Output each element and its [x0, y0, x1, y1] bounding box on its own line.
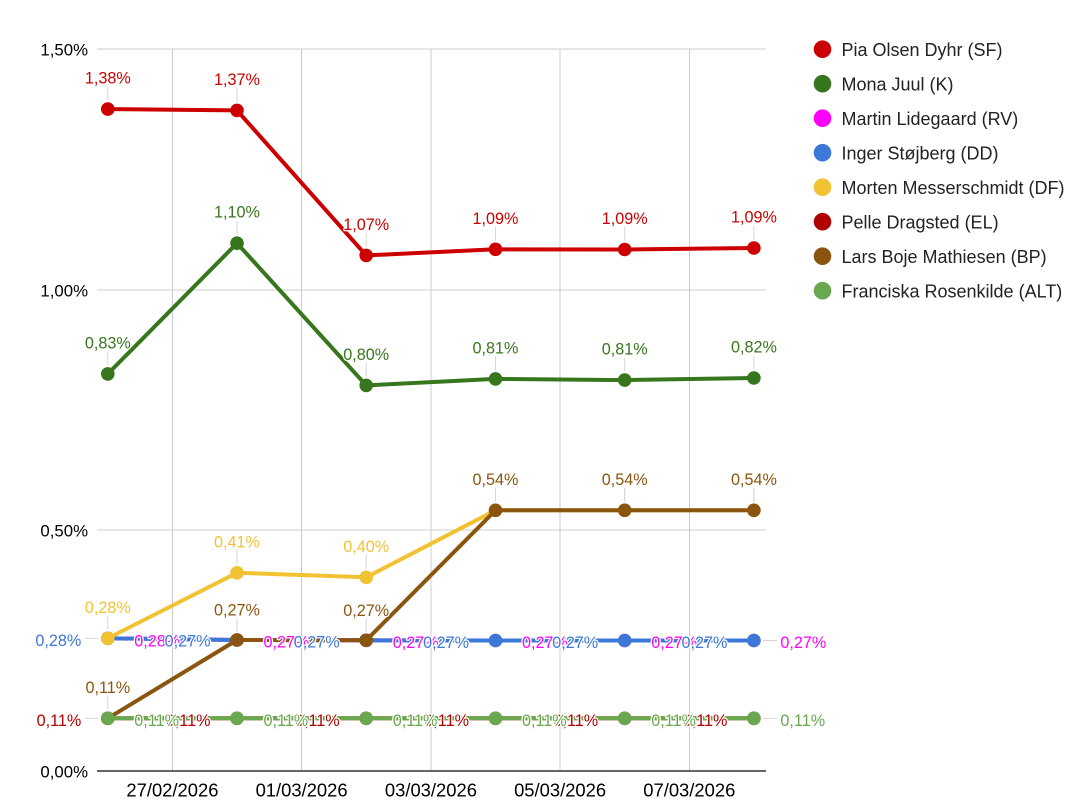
svg-text:0,80%: 0,80%: [343, 346, 389, 364]
svg-text:1,10%: 1,10%: [214, 204, 260, 222]
svg-text:03/03/2026: 03/03/2026: [385, 779, 477, 800]
svg-text:0,28%: 0,28%: [35, 632, 81, 650]
svg-text:1,09%: 1,09%: [731, 209, 777, 227]
svg-text:1,38%: 1,38%: [85, 70, 131, 88]
svg-text:Pelle Dragsted (EL): Pelle Dragsted (EL): [842, 213, 999, 233]
svg-text:1,09%: 1,09%: [602, 210, 648, 228]
svg-text:0,82%: 0,82%: [731, 339, 777, 357]
svg-text:Franciska Rosenkilde (ALT): Franciska Rosenkilde (ALT): [842, 282, 1063, 302]
svg-text:0,11%: 0,11%: [553, 712, 598, 730]
svg-text:0,11%: 0,11%: [264, 712, 309, 730]
svg-text:0,27%: 0,27%: [780, 634, 826, 652]
svg-text:0,11%: 0,11%: [424, 712, 469, 730]
svg-text:0,54%: 0,54%: [602, 471, 648, 489]
svg-text:0,54%: 0,54%: [731, 471, 777, 489]
svg-text:0,50%: 0,50%: [40, 522, 88, 541]
svg-text:0,81%: 0,81%: [602, 341, 648, 359]
svg-text:0,27%: 0,27%: [651, 634, 697, 652]
svg-text:0,27%: 0,27%: [423, 634, 469, 652]
svg-text:0,81%: 0,81%: [473, 339, 519, 357]
svg-text:Lars Boje Mathiesen (BP): Lars Boje Mathiesen (BP): [842, 247, 1047, 267]
svg-text:07/03/2026: 07/03/2026: [643, 779, 735, 800]
svg-text:0,11%: 0,11%: [85, 679, 130, 697]
svg-text:0,54%: 0,54%: [473, 471, 519, 489]
svg-text:1,07%: 1,07%: [343, 216, 389, 234]
svg-text:Pia Olsen Dyhr (SF): Pia Olsen Dyhr (SF): [842, 40, 1003, 60]
svg-text:0,11%: 0,11%: [295, 712, 340, 730]
svg-text:0,27%: 0,27%: [165, 633, 211, 651]
svg-text:0,11%: 0,11%: [393, 712, 438, 730]
svg-text:1,09%: 1,09%: [473, 210, 519, 228]
svg-text:0,00%: 0,00%: [40, 762, 88, 781]
svg-text:0,11%: 0,11%: [780, 712, 825, 730]
svg-text:Mona Juul (K): Mona Juul (K): [842, 75, 954, 95]
svg-text:0,54%: 0,54%: [473, 471, 519, 489]
svg-text:0,11%: 0,11%: [134, 712, 179, 730]
svg-text:Martin Lidegaard (RV): Martin Lidegaard (RV): [842, 109, 1019, 129]
svg-text:0,27%: 0,27%: [294, 634, 340, 652]
svg-text:01/03/2026: 01/03/2026: [256, 779, 348, 800]
svg-text:Inger Støjberg (DD): Inger Støjberg (DD): [842, 144, 999, 164]
svg-text:0,83%: 0,83%: [85, 334, 131, 352]
svg-text:0,27%: 0,27%: [552, 634, 598, 652]
svg-text:0,27%: 0,27%: [393, 634, 439, 652]
svg-text:0,27%: 0,27%: [214, 602, 260, 620]
svg-text:0,27%: 0,27%: [264, 634, 310, 652]
svg-text:0,27%: 0,27%: [343, 602, 389, 620]
svg-text:0,54%: 0,54%: [731, 471, 777, 489]
svg-text:27/02/2026: 27/02/2026: [126, 779, 218, 800]
svg-text:0,54%: 0,54%: [602, 471, 648, 489]
svg-text:1,50%: 1,50%: [40, 40, 88, 59]
svg-text:0,27%: 0,27%: [522, 634, 568, 652]
svg-text:0,11%: 0,11%: [651, 712, 696, 730]
svg-text:0,28%: 0,28%: [85, 599, 131, 617]
svg-text:0,11%: 0,11%: [522, 712, 567, 730]
svg-text:1,00%: 1,00%: [40, 282, 88, 301]
svg-text:0,41%: 0,41%: [214, 533, 260, 551]
svg-text:0,11%: 0,11%: [166, 712, 211, 730]
svg-text:0,27%: 0,27%: [681, 634, 727, 652]
svg-text:0,28%: 0,28%: [134, 633, 180, 651]
svg-text:0,11%: 0,11%: [37, 712, 82, 730]
svg-text:Morten Messerschmidt (DF): Morten Messerschmidt (DF): [842, 178, 1065, 198]
svg-text:05/03/2026: 05/03/2026: [514, 779, 606, 800]
svg-text:1,37%: 1,37%: [214, 71, 260, 89]
svg-text:0,11%: 0,11%: [683, 712, 728, 730]
svg-text:0,40%: 0,40%: [343, 538, 389, 556]
